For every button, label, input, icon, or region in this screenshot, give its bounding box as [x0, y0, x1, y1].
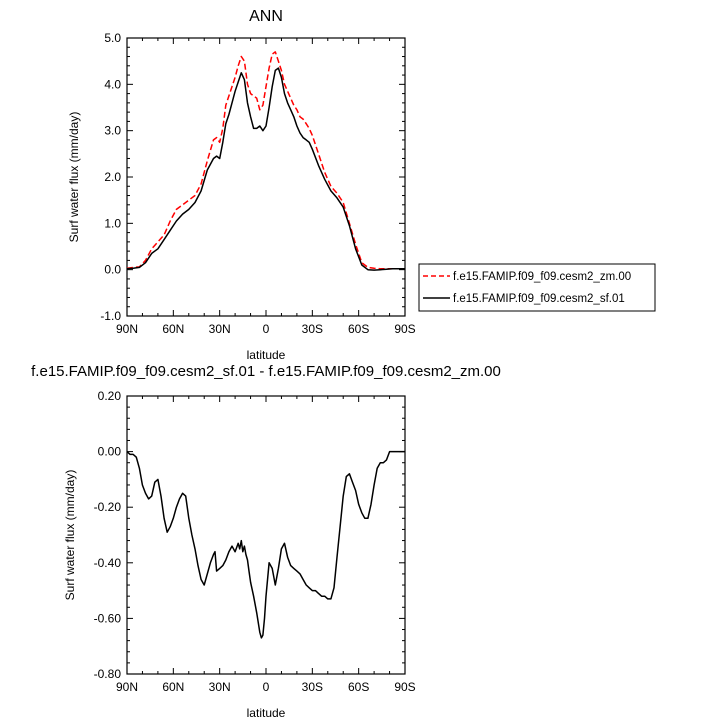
bottom-series-lines [126, 450, 405, 639]
bottom-y-tick-label: 0.00 [98, 445, 122, 459]
top-y-tick-label: -1.0 [100, 309, 121, 323]
top-panel: ANN 90N 60N 30N 0 30S 60S 90S -1.0 0.0 1.0 2.0 3.0 4… [67, 8, 416, 362]
top-x-tick-label: 0 [263, 322, 270, 336]
bottom-y-tick-label: 0.20 [98, 389, 122, 403]
top-x-tick-label: 90N [116, 322, 138, 336]
top-y-tick-label: 3.0 [104, 124, 121, 138]
bottom-chart-title: f.e15.FAMIP.f09_f09.cesm2_sf.01 - f.e15.… [31, 363, 501, 380]
bottom-y-axis-label: Surf water flux (mm/day) [63, 470, 77, 601]
legend-entry-sf: f.e15.FAMIP.f09_f09.cesm2_sf.01 [453, 293, 625, 305]
bottom-y-tick-label: -0.60 [94, 611, 122, 625]
bottom-x-axis-label: latitude [247, 706, 286, 720]
top-chart-title: ANN [249, 8, 283, 25]
top-y-tick-label: 2.0 [104, 170, 121, 184]
bottom-x-tick-label: 60S [348, 680, 369, 694]
top-axis-ticks [126, 37, 406, 317]
bottom-x-tick-label: 0 [263, 680, 270, 694]
top-plot-frame [126, 37, 406, 317]
top-x-axis-label: latitude [247, 348, 286, 362]
top-series-lines [126, 51, 405, 271]
bottom-x-tick-label: 90N [116, 680, 138, 694]
bottom-panel: f.e15.FAMIP.f09_f09.cesm2_sf.01 - f.e15.… [31, 363, 501, 720]
top-x-tick-label: 30S [302, 322, 323, 336]
top-y-tick-label: 1.0 [104, 216, 121, 230]
bottom-x-tick-label: 30S [302, 680, 323, 694]
legend-box [418, 263, 656, 312]
top-x-tick-label: 90S [394, 322, 415, 336]
top-y-axis-label: Surf water flux (mm/day) [67, 112, 81, 243]
bottom-plot-frame [126, 395, 406, 675]
top-y-tick-label: 4.0 [104, 77, 121, 91]
bottom-x-tick-label: 30N [209, 680, 231, 694]
top-x-tick-label: 60S [348, 322, 369, 336]
top-x-tick-label: 60N [162, 322, 184, 336]
top-y-tick-label: 0.0 [104, 263, 121, 277]
top-series-line-0 [126, 51, 405, 270]
top-tick-labels: 90N 60N 30N 0 30S 60S 90S -1.0 0.0 1.0 2.0 3.0 4.0 5.… [100, 31, 415, 336]
bottom-axis-ticks [126, 395, 406, 675]
bottom-tick-labels: 90N 60N 30N 0 30S 60S 90S -0.80 -0.60 -0.40 -0.20 0… [94, 389, 416, 694]
top-y-tick-label: 5.0 [104, 31, 121, 45]
top-x-tick-label: 30N [209, 322, 231, 336]
top-series-line-1 [126, 67, 405, 271]
bottom-y-tick-label: -0.80 [94, 667, 122, 681]
bottom-y-tick-label: -0.20 [94, 500, 122, 514]
legend: f.e15.FAMIP.f09_f09.cesm2_zm.00 f.e15.FA… [418, 263, 656, 312]
legend-entry-zm: f.e15.FAMIP.f09_f09.cesm2_zm.00 [453, 271, 631, 283]
bottom-series-line-0 [126, 450, 405, 639]
bottom-x-tick-label: 60N [162, 680, 184, 694]
bottom-y-tick-label: -0.40 [94, 556, 122, 570]
bottom-x-tick-label: 90S [394, 680, 415, 694]
